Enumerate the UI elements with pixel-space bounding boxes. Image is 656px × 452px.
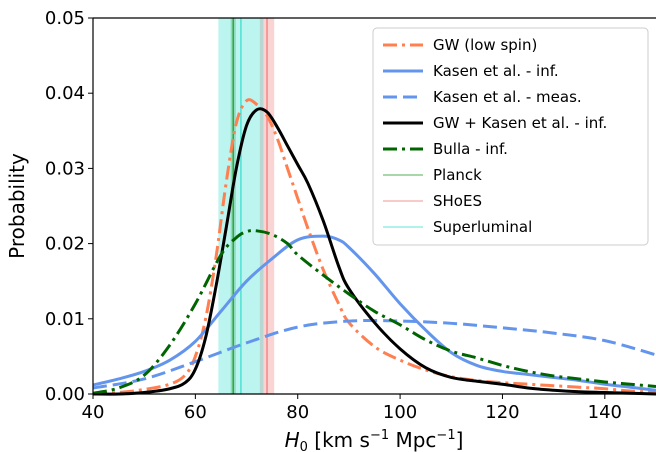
- legend: GW (low spin) Kasen et al. - inf. Kasen et…: [372, 27, 649, 246]
- legend-label-planck: Planck: [433, 166, 482, 184]
- x-tick-label: 120: [485, 402, 519, 423]
- legend-label-superluminal: Superluminal: [433, 218, 532, 236]
- legend-box: [372, 27, 649, 246]
- band-layer: [218, 18, 275, 394]
- series-line-bulla-inf: [92, 229, 656, 395]
- series-line-gw-low-spin: [92, 98, 656, 396]
- legend-label-shoes: SHoES: [433, 192, 482, 210]
- y-tick-label: 0.01: [45, 309, 85, 330]
- axes: [92, 17, 656, 395]
- series-line-gw-kasen-et-al-inf: [92, 107, 656, 396]
- y-tick-label: 0.00: [45, 384, 85, 405]
- x-tick-label: 40: [82, 402, 105, 423]
- legend-label-kasen-et-al-inf: Kasen et al. - inf.: [433, 62, 559, 80]
- y-tick-label: 0.03: [45, 158, 85, 179]
- legend-label-kasen-et-al-meas: Kasen et al. - meas.: [433, 88, 582, 106]
- x-axis-label: H0 [km s−1 Mpc−1]: [285, 428, 464, 452]
- tick-layer: 40 60 80 100 120 140 0.00 0.01 0.02 0.03 0.04 0.05: [45, 8, 622, 423]
- x-tick-label: 100: [383, 402, 417, 423]
- y-tick-label: 0.02: [45, 234, 85, 255]
- series-layer: [92, 98, 656, 396]
- legend-items: GW (low spin) Kasen et al. - inf. Kasen et…: [383, 36, 607, 236]
- legend-label-gw-kasen-et-al-inf: GW + Kasen et al. - inf.: [433, 114, 607, 132]
- y-tick-label: 0.04: [45, 83, 85, 104]
- legend-label-bulla-inf: Bulla - inf.: [433, 140, 508, 158]
- y-tick-label: 0.05: [45, 8, 85, 29]
- x-tick-label: 140: [588, 402, 622, 423]
- x-tick-label: 60: [184, 402, 207, 423]
- y-axis-label: Probability: [5, 153, 29, 259]
- legend-label-gw-low-spin: GW (low spin): [433, 36, 537, 54]
- x-tick-label: 80: [286, 402, 309, 423]
- series-line-kasen-et-al-inf: [92, 234, 656, 392]
